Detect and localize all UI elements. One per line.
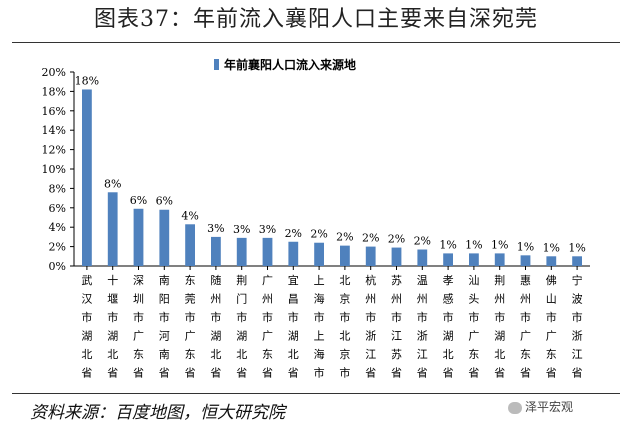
bar <box>572 256 582 266</box>
x-axis <box>74 265 590 270</box>
bar <box>314 242 324 266</box>
category-label: 武汉市湖北省 <box>81 274 92 380</box>
category-label: 深圳市广东省 <box>133 274 144 380</box>
category-label: 北京市北京市 <box>339 274 350 380</box>
category-label: 宜昌市湖北省 <box>288 273 299 380</box>
data-label: 3% <box>259 223 276 236</box>
bar <box>546 256 557 266</box>
category-label: 惠州市广东省 <box>520 273 531 380</box>
data-label: 1% <box>465 238 482 251</box>
category-label: 广州市广东省 <box>262 274 273 380</box>
bar <box>443 253 453 266</box>
y-tick-label: 14% <box>42 124 66 137</box>
data-labels: 18% 8% 6% 6% 4% 3% 3% 3% 2% 2% 2% 2% 2% 2% 1% 1% 1% 1% 1% 1… <box>75 74 586 254</box>
bar <box>236 237 247 266</box>
data-label: 2% <box>285 227 302 240</box>
bar <box>417 249 428 266</box>
legend-label: 年前襄阳人口流入来源地 <box>224 57 356 72</box>
bar <box>211 236 221 266</box>
footer-divider <box>12 393 620 394</box>
y-tick-label: 12% <box>42 144 66 157</box>
page-title: 图表37：年前流入襄阳人口主要来自深宛莞 <box>94 7 538 32</box>
data-label: 8% <box>104 177 121 190</box>
data-label: 4% <box>181 209 198 222</box>
y-tick-label: 20% <box>42 66 66 79</box>
data-label: 1% <box>439 238 456 251</box>
title-divider <box>12 42 620 43</box>
category-label: 荆州市湖北省 <box>494 274 505 380</box>
y-axis: 0% 2% 4% 6% 8% 10% 12% 14% 16% 18% 20% <box>42 66 75 273</box>
y-tick-label: 2% <box>49 241 66 254</box>
bar <box>365 246 376 266</box>
data-label: 1% <box>491 238 508 251</box>
bar <box>520 255 531 266</box>
watermark-text: 泽平宏观 <box>525 400 574 414</box>
category-labels: 武汉市湖北省 十堰市湖北省 深圳市广东省 南阳市河南省 东莞市广东省 随州市湖北省 荆门市湖… <box>81 273 582 380</box>
data-label: 2% <box>414 235 431 248</box>
y-tick-label: 6% <box>49 202 66 215</box>
data-label: 18% <box>75 74 99 87</box>
y-tick-label: 4% <box>49 221 66 234</box>
source-note: 资料来源：百度地图，恒大研究院 <box>30 403 285 423</box>
category-label: 杭州市浙江省 <box>365 273 376 380</box>
bar <box>469 253 479 266</box>
category-label: 宁波市浙江省 <box>572 273 583 380</box>
category-label: 南阳市河南省 <box>159 274 170 380</box>
bar <box>159 209 170 266</box>
bar <box>391 247 402 266</box>
data-label: 2% <box>362 232 379 245</box>
category-label: 上海市上海市 <box>314 274 325 380</box>
bar <box>262 237 273 266</box>
data-label: 2% <box>336 231 353 244</box>
data-label: 2% <box>388 233 405 246</box>
legend-swatch <box>214 59 219 70</box>
chart-legend: 年前襄阳人口流入来源地 <box>214 57 356 72</box>
data-label: 3% <box>207 222 224 235</box>
bar <box>82 89 92 267</box>
data-label: 6% <box>130 194 147 207</box>
category-label: 佛山市广东省 <box>546 274 557 380</box>
category-label: 孝感市湖北省 <box>443 274 454 380</box>
category-label: 汕头市广东省 <box>468 274 479 380</box>
bar <box>133 208 144 266</box>
data-label: 2% <box>310 228 327 241</box>
data-label: 1% <box>543 241 560 254</box>
bar-series <box>82 89 582 267</box>
y-tick-label: 16% <box>42 105 66 118</box>
category-label: 温州市浙江省 <box>417 274 428 380</box>
y-tick-label: 0% <box>49 260 66 273</box>
bar <box>107 192 118 266</box>
bar <box>185 224 195 266</box>
bar <box>288 241 299 266</box>
bar <box>340 245 350 266</box>
bar-chart: 年前襄阳人口流入来源地 0% 2% 4% 6% 8% 10% 12% 14% 16% 18% 20%… <box>42 57 590 380</box>
y-tick-label: 10% <box>42 163 66 176</box>
wechat-icon <box>508 401 522 414</box>
data-label: 6% <box>156 195 173 208</box>
category-label: 荆门市湖北省 <box>236 274 247 380</box>
data-label: 3% <box>233 223 250 236</box>
y-tick-label: 18% <box>42 85 66 98</box>
category-label: 随州市湖北省 <box>210 273 221 380</box>
data-label: 1% <box>568 241 585 254</box>
bar <box>494 253 505 266</box>
category-label: 苏州市江苏省 <box>391 274 402 380</box>
category-label: 十堰市湖北省 <box>107 273 118 380</box>
y-tick-label: 8% <box>49 182 66 195</box>
watermark: 泽平宏观 <box>508 398 573 415</box>
data-label: 1% <box>517 240 534 253</box>
category-label: 东莞市广东省 <box>185 274 196 380</box>
